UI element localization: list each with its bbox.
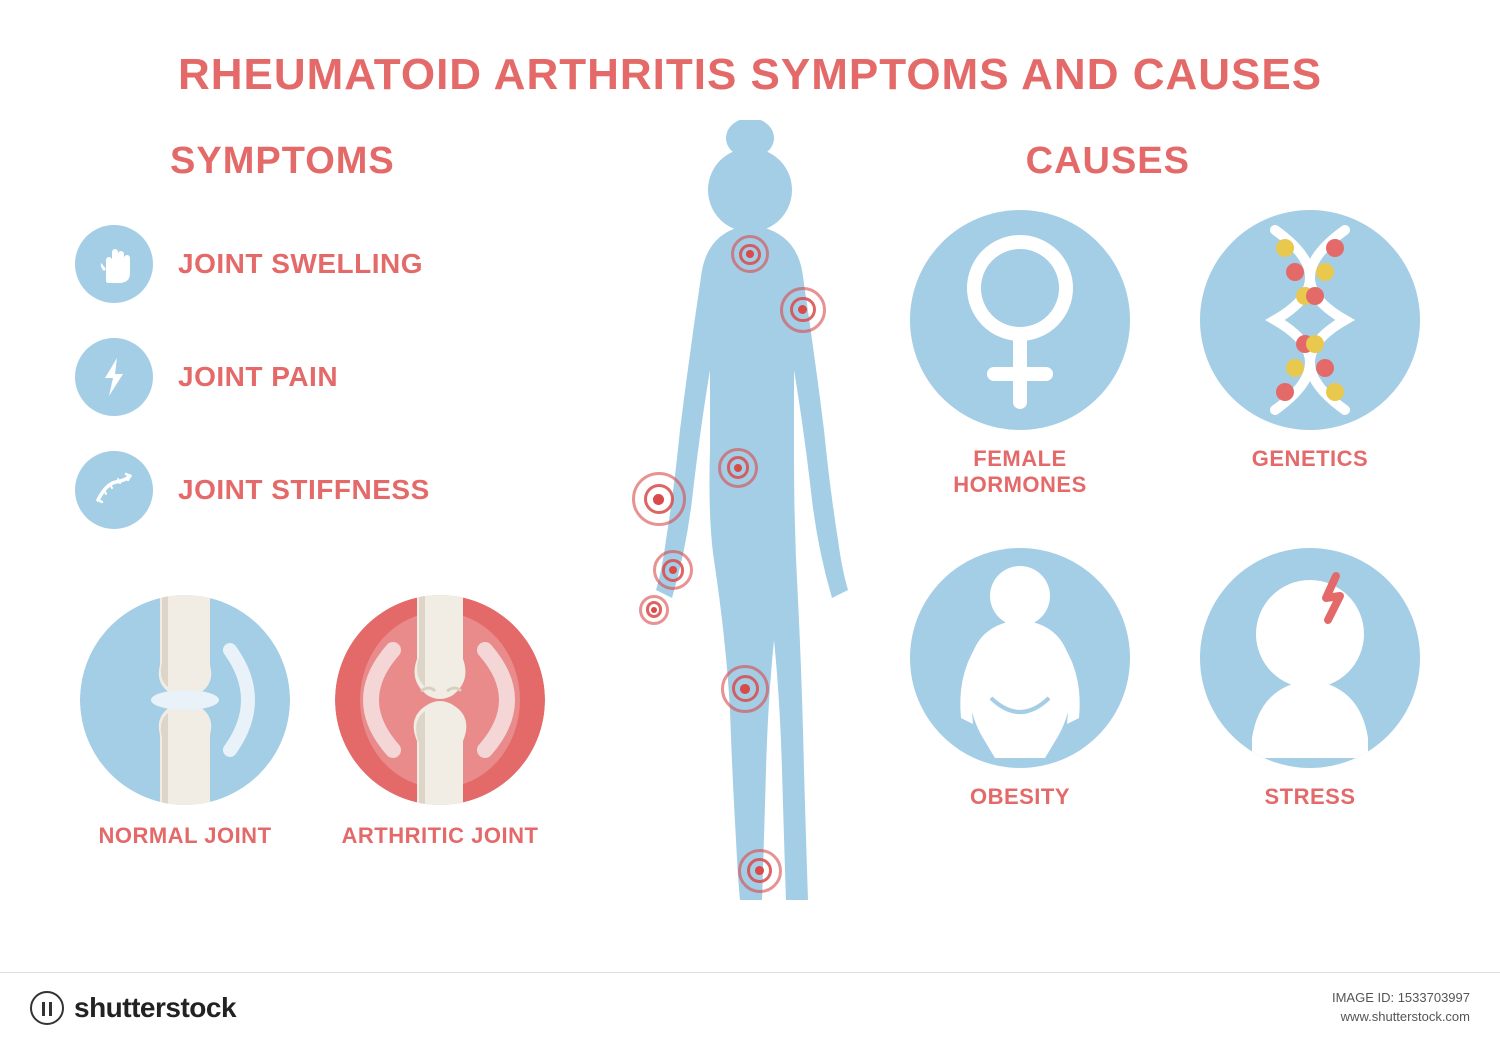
cause-label: FEMALE HORMONES [905, 446, 1135, 498]
page-title: RHEUMATOID ARTHRITIS SYMPTOMS AND CAUSES [0, 50, 1500, 100]
pain-hotspot [718, 448, 758, 488]
symptom-list: JOINT SWELLING JOINT PAIN JOINT STIFFNES… [75, 225, 430, 564]
symptom-label: JOINT PAIN [178, 361, 338, 393]
obesity-icon [910, 548, 1130, 768]
cause-label: GENETICS [1195, 446, 1425, 472]
joint-label: NORMAL JOINT [75, 823, 295, 849]
stress-icon [1200, 548, 1420, 768]
hand-icon [75, 225, 153, 303]
footer-image-id: IMAGE ID: 1533703997 [1332, 989, 1470, 1007]
symptom-item: JOINT PAIN [75, 338, 430, 416]
stiffness-icon [75, 451, 153, 529]
causes-heading: CAUSES [1026, 140, 1190, 183]
bolt-icon [75, 338, 153, 416]
causes-grid: FEMALE HORMONES GENETICS [905, 210, 1425, 810]
footer-brand: shutterstock [74, 992, 236, 1024]
footer-bar: shutterstock IMAGE ID: 1533703997 www.sh… [0, 972, 1500, 1042]
pain-hotspot [731, 235, 769, 273]
pain-hotspot [738, 849, 782, 893]
cause-obesity: OBESITY [905, 548, 1135, 810]
pain-hotspot [653, 550, 693, 590]
footer-meta: IMAGE ID: 1533703997 www.shutterstock.co… [1332, 989, 1470, 1025]
cause-genetics: GENETICS [1195, 210, 1425, 498]
body-silhouette [630, 120, 870, 910]
arthritic-joint-illustration [335, 595, 545, 805]
symptom-label: JOINT STIFFNESS [178, 474, 430, 506]
pain-hotspot [639, 595, 669, 625]
cause-label: OBESITY [905, 784, 1135, 810]
normal-joint-illustration [80, 595, 290, 805]
symptoms-heading: SYMPTOMS [170, 140, 395, 183]
pain-hotspot [632, 472, 686, 526]
pain-hotspot [780, 287, 826, 333]
cause-label: STRESS [1195, 784, 1425, 810]
dna-icon [1200, 210, 1420, 430]
symptom-item: JOINT STIFFNESS [75, 451, 430, 529]
joint-normal: NORMAL JOINT [75, 595, 295, 849]
joint-label: ARTHRITIC JOINT [330, 823, 550, 849]
footer-site: www.shutterstock.com [1332, 1008, 1470, 1026]
symptom-label: JOINT SWELLING [178, 248, 423, 280]
shutterstock-logo-icon [30, 991, 64, 1025]
cause-stress: STRESS [1195, 548, 1425, 810]
joint-arthritic: ARTHRITIC JOINT [330, 595, 550, 849]
symptom-item: JOINT SWELLING [75, 225, 430, 303]
pain-hotspot [721, 665, 769, 713]
cause-female-hormones: FEMALE HORMONES [905, 210, 1135, 498]
female-icon [910, 210, 1130, 430]
